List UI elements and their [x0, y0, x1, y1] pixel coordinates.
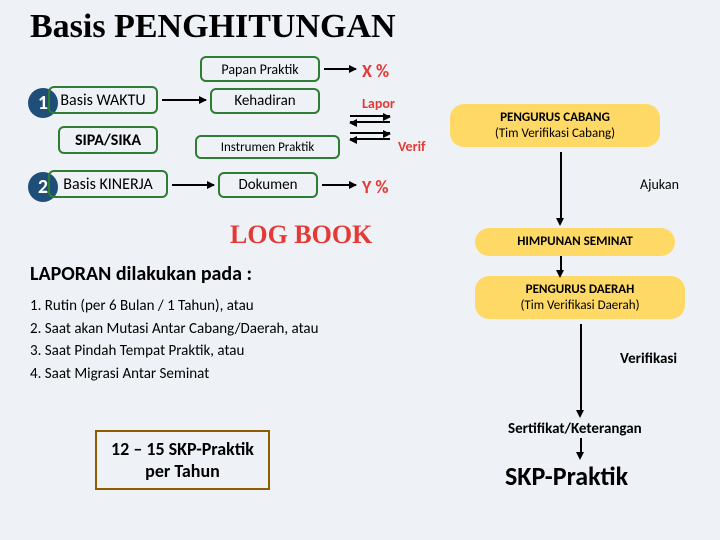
arrow-kinerja-dokumen	[172, 184, 214, 186]
box-sipa-sika: SIPA/SIKA	[58, 126, 158, 154]
label-verif: Verif	[398, 138, 425, 155]
label-ajukan: Ajukan	[640, 176, 679, 193]
label-sertifikat: Sertifikat/Keterangan	[508, 420, 642, 438]
arrow-waktu-kehadiran	[162, 99, 206, 101]
arrow-dokumen-y	[322, 184, 356, 186]
arrowhead-down-3	[576, 410, 584, 418]
box-instrumen: Instrumen Praktik	[195, 135, 340, 159]
panel-pengurus-daerah: PENGURUS DAERAH (Tim Verifikasi Daerah)	[475, 276, 685, 319]
box-kehadiran: Kehadiran	[210, 88, 320, 114]
laporan-list: 1. Rutin (per 6 Bulan / 1 Tahun), atau 2…	[30, 295, 319, 385]
list-item: 2. Saat akan Mutasi Antar Cabang/Daerah,…	[30, 318, 319, 341]
label-verifikasi: Verifikasi	[620, 350, 677, 368]
arrowhead-down-4	[576, 452, 584, 460]
arrow-daerah-down	[580, 324, 582, 414]
panel-cabang-title: PENGURUS CABANG	[500, 110, 610, 126]
list-item: 4. Saat Migrasi Antar Seminat	[30, 363, 319, 386]
box-dokumen: Dokumen	[218, 172, 318, 198]
label-lapor: Lapor	[362, 95, 395, 112]
skp-praktik-label: SKP-Praktik	[505, 460, 628, 492]
arrow-cabang-down	[560, 152, 562, 222]
panel-daerah-title: PENGURUS DAERAH	[526, 282, 635, 298]
logbook-heading: LOG BOOK	[230, 220, 372, 250]
arrowhead-down-2	[556, 270, 564, 278]
arrowhead-down-1	[556, 218, 564, 226]
page-title: Basis PENGHITUNGAN	[30, 8, 396, 46]
box-basis-waktu: Basis WAKTU	[48, 86, 158, 114]
skp-box: 12 – 15 SKP-Praktik per Tahun	[95, 430, 270, 490]
panel-seminat-title: HIMPUNAN SEMINAT	[517, 234, 633, 250]
panel-pengurus-cabang: PENGURUS CABANG (Tim Verifikasi Cabang)	[450, 104, 660, 147]
list-item: 1. Rutin (per 6 Bulan / 1 Tahun), atau	[30, 295, 319, 318]
double-arrow-lapor-verif	[350, 115, 390, 123]
panel-cabang-sub: (Tim Verifikasi Cabang)	[495, 126, 615, 142]
double-arrow-verif	[350, 132, 390, 140]
panel-himpunan-seminat: HIMPUNAN SEMINAT	[475, 228, 675, 256]
laporan-heading: LAPORAN dilakukan pada :	[30, 262, 252, 286]
box-papan-praktik: Papan Praktik	[200, 56, 320, 82]
panel-daerah-sub: (Tim Verifikasi Daerah)	[520, 298, 639, 314]
box-basis-kinerja: Basis KINERJA	[48, 170, 168, 198]
label-x-percent: X %	[362, 60, 389, 82]
arrow-papan-x	[324, 68, 356, 70]
list-item: 3. Saat Pindah Tempat Praktik, atau	[30, 340, 319, 363]
label-y-percent: Y %	[362, 176, 389, 198]
